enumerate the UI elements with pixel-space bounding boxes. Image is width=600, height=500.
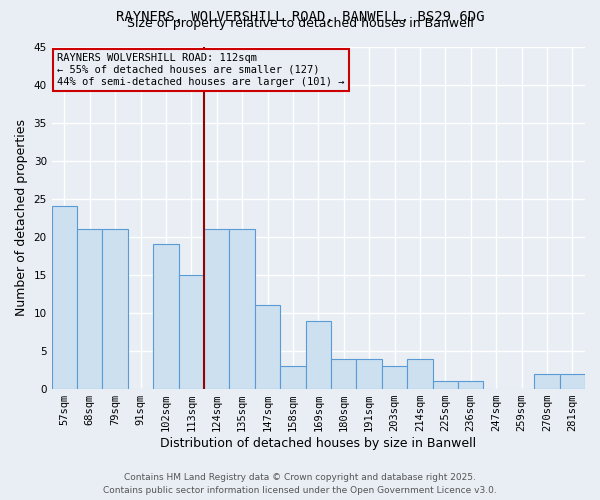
Bar: [280, 366, 305, 389]
Bar: [255, 306, 280, 389]
Bar: [560, 374, 585, 389]
Bar: [433, 382, 458, 389]
Bar: [52, 206, 77, 389]
Bar: [179, 275, 204, 389]
Bar: [331, 358, 356, 389]
Bar: [305, 320, 331, 389]
Text: RAYNERS, WOLVERSHILL ROAD, BANWELL, BS29 6DG: RAYNERS, WOLVERSHILL ROAD, BANWELL, BS29…: [116, 10, 484, 24]
Text: RAYNERS WOLVERSHILL ROAD: 112sqm
← 55% of detached houses are smaller (127)
44% : RAYNERS WOLVERSHILL ROAD: 112sqm ← 55% o…: [57, 54, 344, 86]
Bar: [153, 244, 179, 389]
Text: Contains HM Land Registry data © Crown copyright and database right 2025.
Contai: Contains HM Land Registry data © Crown c…: [103, 474, 497, 495]
Bar: [77, 229, 103, 389]
Y-axis label: Number of detached properties: Number of detached properties: [15, 120, 28, 316]
Bar: [229, 229, 255, 389]
Bar: [458, 382, 484, 389]
X-axis label: Distribution of detached houses by size in Banwell: Distribution of detached houses by size …: [160, 437, 476, 450]
Bar: [103, 229, 128, 389]
Bar: [382, 366, 407, 389]
Bar: [534, 374, 560, 389]
Bar: [204, 229, 229, 389]
Bar: [356, 358, 382, 389]
Text: Size of property relative to detached houses in Banwell: Size of property relative to detached ho…: [127, 18, 473, 30]
Bar: [407, 358, 433, 389]
